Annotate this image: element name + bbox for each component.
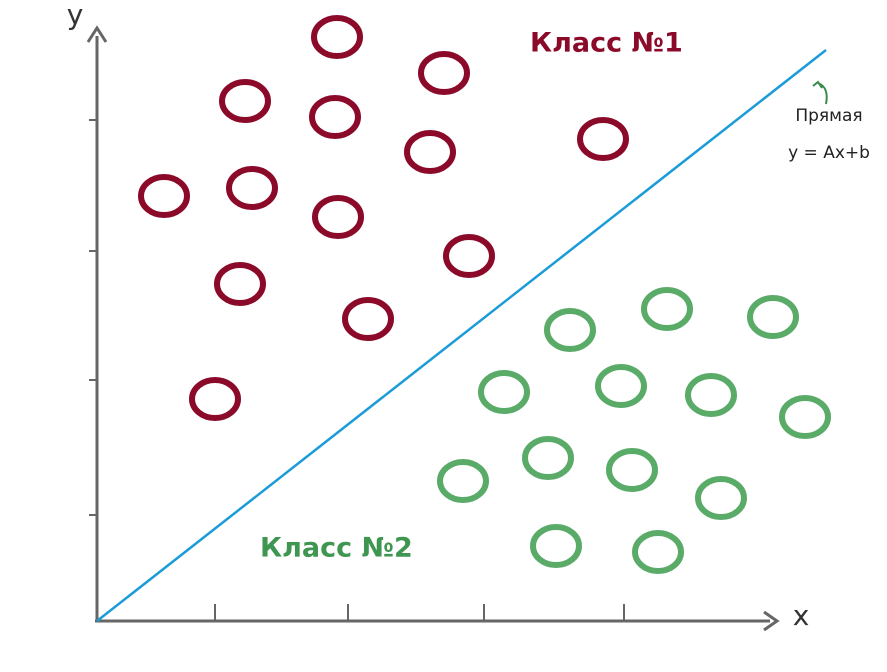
class-1-point (342, 297, 394, 341)
class-1-point (418, 51, 470, 95)
class-2-point (779, 395, 831, 439)
y-axis-label: y (67, 0, 84, 31)
class-1-point (226, 166, 278, 210)
class-2-point (530, 524, 582, 568)
class-2-point (478, 370, 530, 414)
line-equation: y = Ax+b (788, 143, 870, 163)
class-label: Класс №2 (260, 533, 413, 564)
class-2-point (632, 530, 684, 574)
separating-line (96, 49, 827, 622)
class-2-point (747, 295, 799, 339)
class-2-point (437, 459, 489, 503)
line-label: Прямая (795, 106, 862, 126)
class-1-point (311, 15, 363, 59)
axes (86, 25, 780, 632)
class-1-point (312, 195, 364, 239)
class-2-point (595, 364, 647, 408)
class-2-point (685, 373, 737, 417)
class-1-point (443, 234, 495, 278)
class-1-point (219, 79, 271, 123)
class-label: Класс №1 (530, 28, 683, 59)
class-2-point (606, 448, 658, 492)
class-2-point (522, 436, 574, 480)
class-2-point (695, 476, 747, 520)
ticks (89, 119, 625, 621)
class-2-point (641, 287, 693, 331)
class-1-point (309, 95, 361, 139)
y-arrow (86, 25, 108, 43)
x-arrow (763, 610, 780, 632)
pointer-arrow (812, 80, 828, 105)
class-1-point (138, 174, 190, 218)
x-axis-label: x (793, 599, 810, 632)
class-1-point (189, 377, 241, 421)
class-1-point (404, 130, 456, 174)
class-1-point (214, 262, 266, 306)
points (138, 15, 831, 574)
class-1-point (577, 117, 629, 161)
class-2-point (544, 308, 596, 352)
